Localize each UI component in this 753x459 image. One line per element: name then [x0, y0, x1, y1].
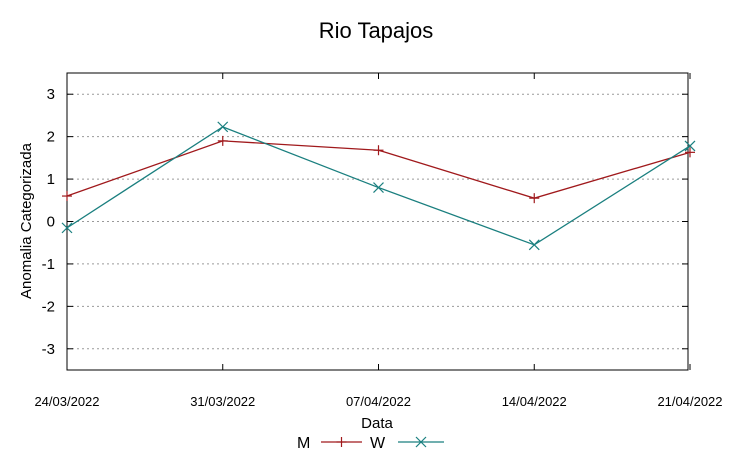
chart-title: Rio Tapajos: [319, 18, 434, 43]
series-line-W: [66, 126, 691, 246]
y-tick-label: 3: [47, 86, 55, 103]
data-point-W-3: [528, 239, 540, 251]
y-tick-label: 2: [47, 129, 55, 146]
y-tick-label: 0: [47, 214, 55, 231]
x-axis: 24/03/2022 31/03/2022 07/04/2022 14/04/2022…: [34, 73, 723, 409]
data-point-M-1: [217, 135, 228, 146]
x-tick-label: 24/03/2022: [34, 394, 99, 409]
data-point-M-2: [373, 145, 384, 156]
data-point-W-2: [373, 182, 384, 193]
data-point-M-0: [62, 191, 72, 202]
data-point-W-0: [61, 222, 73, 234]
x-tick-label: 14/04/2022: [502, 394, 567, 409]
legend-marker: [415, 436, 427, 448]
legend-marker: [336, 437, 347, 447]
legend-label: M: [297, 435, 310, 452]
series-layer: [61, 121, 696, 251]
y-tick-label: -3: [42, 341, 55, 358]
grid: [67, 93, 688, 350]
y-tick-label: 1: [47, 171, 55, 188]
x-tick-label: 21/04/2022: [657, 394, 722, 409]
data-point-W-4: [684, 140, 696, 152]
x-tick-label: 07/04/2022: [346, 394, 411, 409]
legend-item-W: W: [370, 435, 444, 452]
x-tick-label: 31/03/2022: [190, 394, 255, 409]
data-point-M-4: [685, 147, 695, 158]
legend-label: W: [370, 435, 386, 452]
y-axis-label: Anomalia Categorizada: [18, 142, 35, 299]
x-axis-label: Data: [361, 415, 393, 432]
y-tick-label: -2: [42, 298, 55, 315]
y-axis: -3 -2 -1 0 1 2 3: [42, 86, 688, 358]
legend-item-M: M: [297, 435, 362, 452]
data-point-W-1: [217, 121, 229, 133]
y-tick-label: -1: [42, 256, 55, 273]
data-point-M-3: [529, 193, 540, 204]
